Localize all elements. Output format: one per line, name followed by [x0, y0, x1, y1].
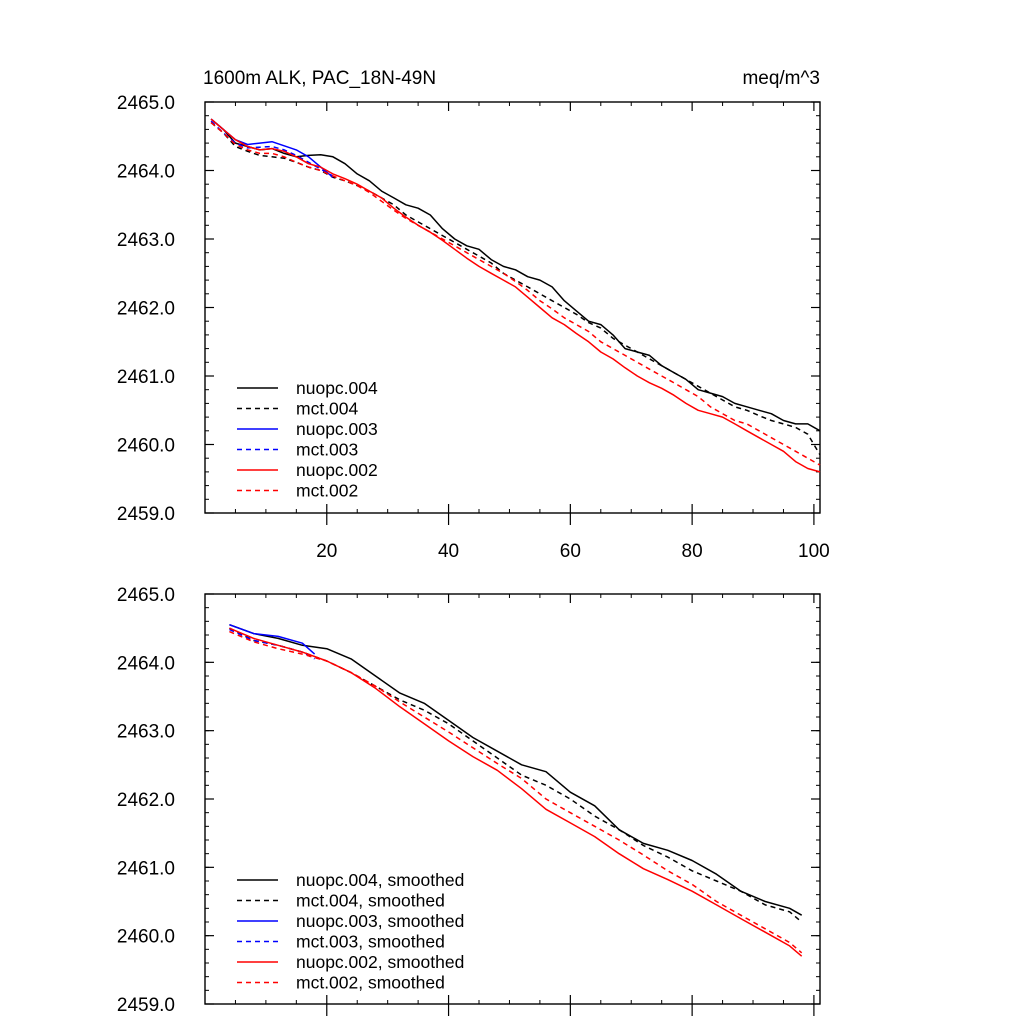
- y-tick-label: 2462.0: [117, 790, 175, 811]
- legend-label: nuopc.003: [296, 419, 378, 439]
- series-line-nuopc-002: [210, 118, 821, 473]
- y-tick-label: 2463.0: [117, 722, 175, 743]
- series-line-nuopc-004: [210, 118, 821, 432]
- y-tick-label: 2465.0: [117, 93, 175, 114]
- panel-smoothed: 2465.0 2464.0 2463.0 2462.0 2461.0 2460.0 2459…: [117, 585, 821, 1016]
- legend: nuopc.004mct.004nuopc.003mct.003nuopc.00…: [237, 378, 378, 501]
- legend-label: mct.004: [296, 399, 359, 419]
- y-tick-label: 2463.0: [117, 230, 175, 251]
- legend-label: nuopc.003, smoothed: [296, 911, 464, 931]
- legend-label: nuopc.002: [296, 460, 378, 480]
- x-tick-label: 40: [438, 541, 459, 562]
- y-tick-label: 2464.0: [117, 653, 175, 674]
- y-tick-label: 2460.0: [117, 927, 175, 948]
- y-tick-label: 2464.0: [117, 162, 175, 183]
- panel-raw: 2465.0 2464.0 2463.0 2462.0 2461.0 2460.0 2459…: [117, 93, 830, 562]
- y-tick-label: 2461.0: [117, 858, 175, 879]
- legend-label: mct.003: [296, 440, 358, 460]
- x-tick-label: 80: [682, 541, 703, 562]
- series-line-mct-003: [210, 120, 334, 177]
- legend-label: mct.002, smoothed: [296, 973, 445, 993]
- legend-label: mct.004, smoothed: [296, 891, 445, 911]
- series-line-nuopc-003-smoothed: [229, 623, 316, 655]
- x-tick-label: 60: [560, 541, 581, 562]
- y-tick-label: 2459.0: [117, 504, 175, 525]
- series-line-nuopc-004-smoothed: [229, 623, 803, 916]
- legend-label: mct.003, smoothed: [296, 932, 445, 952]
- units-label: meq/m^3: [742, 68, 820, 89]
- series-line-mct-002: [210, 122, 821, 466]
- y-tick-label: 2459.0: [117, 995, 175, 1016]
- x-tick-label: 100: [798, 541, 830, 562]
- y-tick-label: 2462.0: [117, 299, 175, 320]
- y-tick-label: 2465.0: [117, 585, 175, 606]
- legend-label: nuopc.002, smoothed: [296, 952, 464, 972]
- x-tick-label: 20: [316, 541, 337, 562]
- legend-label: nuopc.004: [296, 378, 378, 398]
- y-tick-label: 2461.0: [117, 367, 175, 388]
- chart-title: 1600m ALK, PAC_18N-49N: [203, 68, 436, 89]
- legend-label: mct.002: [296, 481, 358, 501]
- y-tick-label: 2460.0: [117, 436, 175, 457]
- legend-label: nuopc.004, smoothed: [296, 870, 464, 890]
- series-line-mct-002-smoothed: [229, 630, 803, 954]
